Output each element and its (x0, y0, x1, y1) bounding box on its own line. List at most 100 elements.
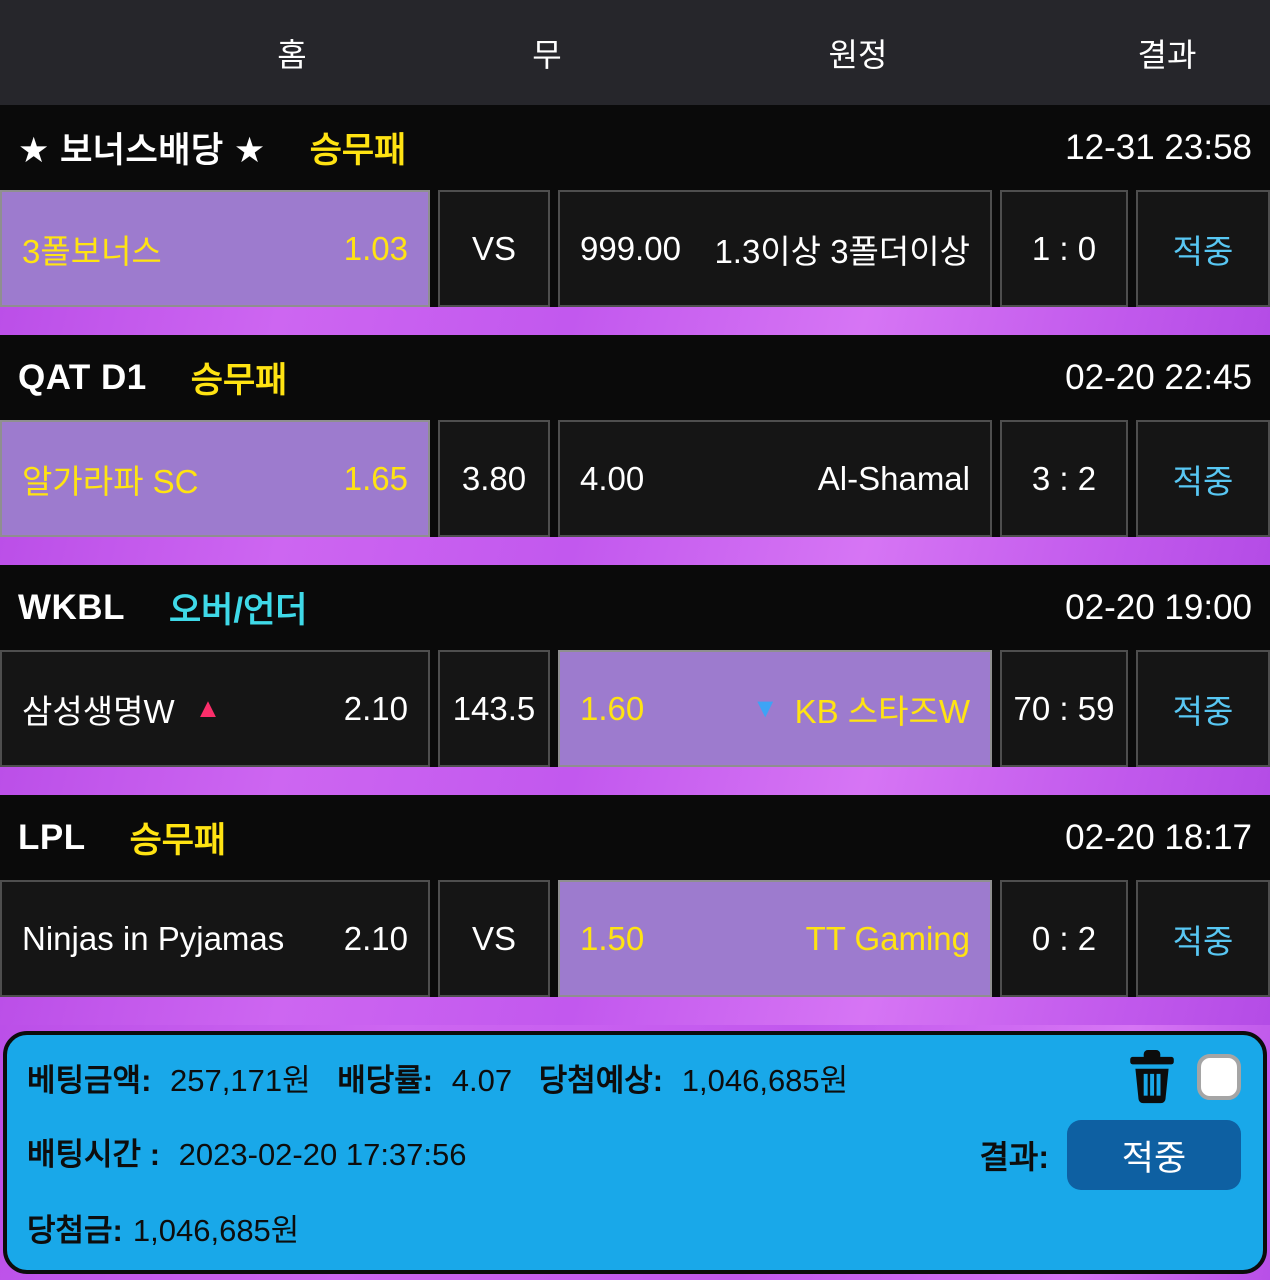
score-cell: 3 : 2 (1000, 420, 1128, 537)
match-datetime: 02-20 19:00 (1065, 587, 1252, 627)
market-type: 승무패 (309, 131, 407, 170)
winnings-line: 당첨금: 1,046,685원 (27, 1205, 1241, 1256)
bet-summary-wrap: 베팅금액: 257,171원 배당률: 4.07 당첨예상: 1,046,685… (0, 1025, 1270, 1280)
league-name: QAT D1 (18, 357, 147, 397)
match-section-2: QAT D1 승무패 02-20 22:45 알가라파 SC 1.65 3.80 4.00 A… (0, 335, 1270, 565)
home-team-name: 3폴보너스 (22, 232, 162, 270)
column-header-away: 원정 (828, 36, 888, 73)
section-title-row: WKBL 오버/언더 02-20 19:00 (0, 565, 1270, 650)
away-pick-cell[interactable]: 1.60 ▼ KB 스타즈W (558, 650, 992, 767)
bet-amount-line: 베팅금액: 257,171원 배당률: 4.07 당첨예상: 1,046,685… (27, 1049, 848, 1101)
bet-time-line: 배팅시간 : 2023-02-20 17:37:56 (27, 1135, 467, 1175)
market-type: 승무패 (190, 361, 288, 400)
home-pick-cell[interactable]: Ninjas in Pyjamas 2.10 (0, 880, 430, 997)
league-name: LPL (18, 817, 86, 857)
away-team-name: 1.3이상 3폴더이상 (714, 232, 970, 270)
away-odds: 999.00 (580, 229, 681, 267)
league-name: ★ 보너스배당 ★ (18, 131, 266, 170)
match-row: Ninjas in Pyjamas 2.10 VS 1.50 TT Gaming 0 : … (0, 880, 1270, 997)
column-header-draw: 무 (532, 36, 562, 73)
match-row: 알가라파 SC 1.65 3.80 4.00 Al-Shamal 3 : 2 적중 (0, 420, 1270, 537)
away-odds: 1.60 (580, 689, 645, 727)
bet-amount-value: 257,171원 (170, 1063, 311, 1098)
match-row: 3폴보너스 1.03 VS 999.00 1.3이상 3폴더이상 1 : 0 적중 (0, 190, 1270, 307)
away-name-group: 1.3이상 3폴더이상 (714, 225, 970, 273)
delete-button[interactable] (1127, 1049, 1177, 1105)
bet-amount-label: 베팅금액: (27, 1063, 152, 1098)
column-header-bar: 홈 무 원정 결과 (0, 0, 1270, 105)
draw-value: 3.80 (461, 459, 527, 497)
home-pick-cell[interactable]: 삼성생명W ▲ 2.10 (0, 650, 430, 767)
match-list: ★ 보너스배당 ★ 승무패 12-31 23:58 3폴보너스 1.03 VS 999.00… (0, 105, 1270, 1025)
column-header-home: 홈 (277, 36, 307, 73)
result-cell: 적중 (1136, 880, 1270, 997)
result-cell: 적중 (1136, 650, 1270, 767)
expected-label: 당첨예상: (538, 1063, 664, 1098)
winnings-value: 1,046,685원 (132, 1213, 300, 1248)
market-type: 승무패 (129, 821, 227, 860)
away-team-name: KB 스타즈W (794, 692, 970, 730)
home-team-name: 삼성생명W (22, 692, 175, 730)
home-pick-cell[interactable]: 3폴보너스 1.03 (0, 190, 430, 307)
match-row: 삼성생명W ▲ 2.10 143.5 1.60 ▼ KB 스타즈W 70 : 59 적중 (0, 650, 1270, 767)
away-name-group: Al-Shamal (818, 460, 970, 498)
away-odds: 1.50 (580, 919, 645, 957)
odds-label: 배당률: (337, 1063, 434, 1098)
home-odds: 1.65 (343, 459, 408, 497)
draw-pick-cell[interactable]: VS (438, 190, 550, 307)
draw-value: 143.5 (452, 689, 536, 727)
result-cell: 적중 (1136, 420, 1270, 537)
draw-value: VS (471, 229, 517, 267)
result-status-button[interactable]: 적중 (1067, 1120, 1241, 1190)
home-pick-cell[interactable]: 알가라파 SC 1.65 (0, 420, 430, 537)
section-divider-stripe (0, 537, 1270, 565)
match-section-1: ★ 보너스배당 ★ 승무패 12-31 23:58 3폴보너스 1.03 VS 999.00… (0, 105, 1270, 335)
draw-pick-cell[interactable]: 143.5 (438, 650, 550, 767)
away-name-group: TT Gaming (806, 920, 970, 958)
score-cell: 0 : 2 (1000, 880, 1128, 997)
away-team-name: TT Gaming (805, 919, 970, 957)
league-name: WKBL (18, 587, 125, 627)
match-section-4: LPL 승무패 02-20 18:17 Ninjas in Pyjamas 2.10 VS… (0, 795, 1270, 1025)
draw-value: VS (471, 919, 517, 957)
draw-pick-cell[interactable]: 3.80 (438, 420, 550, 537)
away-pick-cell[interactable]: 1.50 TT Gaming (558, 880, 992, 997)
result-cell: 적중 (1136, 190, 1270, 307)
bet-time-label: 배팅시간 : (27, 1136, 161, 1172)
match-datetime: 12-31 23:58 (1065, 127, 1252, 167)
draw-pick-cell[interactable]: VS (438, 880, 550, 997)
home-team-name: 알가라파 SC (22, 462, 199, 500)
home-odds: 2.10 (343, 689, 408, 727)
score-cell: 70 : 59 (1000, 650, 1128, 767)
bet-summary-panel: 베팅금액: 257,171원 배당률: 4.07 당첨예상: 1,046,685… (3, 1031, 1267, 1274)
result-label: 결과: (979, 1139, 1049, 1175)
away-odds: 4.00 (580, 459, 645, 497)
home-odds: 1.03 (343, 229, 408, 267)
away-team-name: Al-Shamal (817, 459, 970, 497)
section-divider-stripe (0, 997, 1270, 1025)
section-divider-stripe (0, 767, 1270, 795)
section-divider-stripe (0, 307, 1270, 335)
odds-value: 4.07 (451, 1063, 513, 1098)
away-pick-cell[interactable]: 4.00 Al-Shamal (558, 420, 992, 537)
section-title-row: LPL 승무패 02-20 18:17 (0, 795, 1270, 880)
home-odds: 2.10 (343, 919, 408, 957)
away-pick-cell[interactable]: 999.00 1.3이상 3폴더이상 (558, 190, 992, 307)
select-checkbox[interactable] (1197, 1054, 1241, 1100)
trash-icon (1130, 1050, 1174, 1104)
match-section-3: WKBL 오버/언더 02-20 19:00 삼성생명W ▲ 2.10 143.5 1.60 ▼… (0, 565, 1270, 795)
section-title-row: QAT D1 승무패 02-20 22:45 (0, 335, 1270, 420)
match-datetime: 02-20 18:17 (1065, 817, 1252, 857)
column-header-result: 결과 (1137, 36, 1197, 73)
section-title-row: ★ 보너스배당 ★ 승무패 12-31 23:58 (0, 105, 1270, 190)
trend-down-icon: ▼ (751, 693, 779, 723)
market-type: 오버/언더 (168, 591, 308, 630)
trend-up-icon: ▲ (194, 693, 222, 723)
expected-value: 1,046,685원 (681, 1063, 849, 1098)
bet-time-value: 2023-02-20 17:37:56 (178, 1136, 467, 1172)
match-datetime: 02-20 22:45 (1065, 357, 1252, 397)
home-team-name: Ninjas in Pyjamas (22, 919, 285, 957)
away-name-group: ▼ KB 스타즈W (752, 685, 970, 733)
score-cell: 1 : 0 (1000, 190, 1128, 307)
winnings-label: 당첨금: (27, 1213, 123, 1248)
